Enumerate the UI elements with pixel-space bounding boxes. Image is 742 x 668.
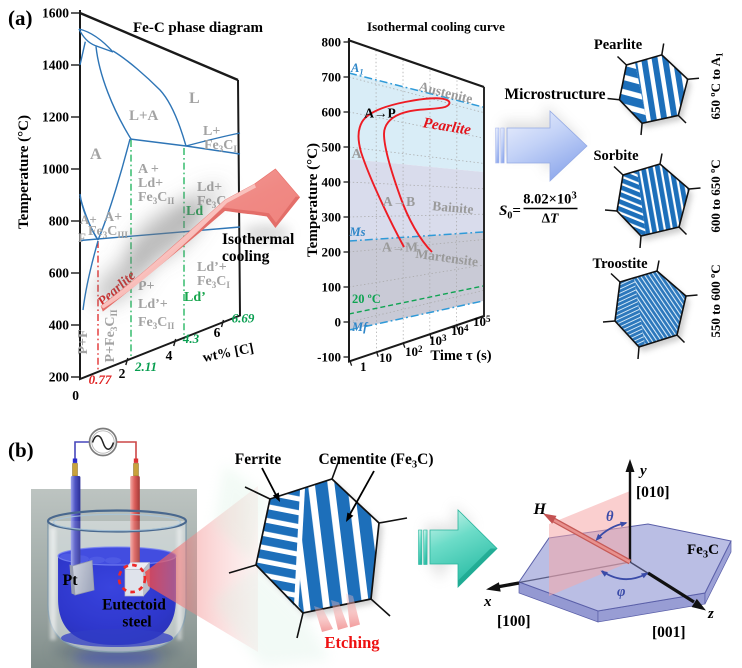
svg-text:A +: A + bbox=[138, 162, 159, 177]
svg-text:Isothermal cooling curve: Isothermal cooling curve bbox=[367, 19, 505, 34]
svg-text:[100]: [100] bbox=[497, 613, 531, 630]
svg-text:Temperature (°C): Temperature (°C) bbox=[16, 115, 32, 229]
svg-text:Ld’+: Ld’+ bbox=[197, 260, 227, 275]
svg-text:Cementite (Fe3C): Cementite (Fe3C) bbox=[319, 451, 434, 471]
svg-text:0: 0 bbox=[72, 388, 79, 403]
svg-text:P+: P+ bbox=[138, 279, 155, 294]
svg-text:800: 800 bbox=[49, 214, 70, 229]
svg-text:Ms: Ms bbox=[349, 225, 366, 239]
svg-text:Bainite: Bainite bbox=[432, 198, 474, 217]
svg-text:1: 1 bbox=[360, 359, 367, 374]
svg-text:Fe3CII: Fe3CII bbox=[138, 315, 175, 331]
svg-text:550 to 600 ºC: 550 to 600 ºC bbox=[708, 264, 723, 337]
svg-text:200: 200 bbox=[49, 370, 70, 385]
svg-text:S0=: S0= bbox=[499, 203, 521, 222]
svg-text:700: 700 bbox=[322, 70, 342, 85]
svg-text:Fe3CII: Fe3CII bbox=[138, 190, 175, 206]
svg-text:x: x bbox=[483, 594, 492, 610]
svg-text:P+Fe3CII: P+Fe3CII bbox=[103, 309, 119, 362]
svg-text:Ld’: Ld’ bbox=[184, 290, 206, 305]
svg-text:Ld’+: Ld’+ bbox=[138, 297, 168, 312]
svg-text:y: y bbox=[638, 463, 647, 479]
svg-text:Troostite: Troostite bbox=[592, 256, 648, 272]
svg-text:4.3: 4.3 bbox=[182, 331, 200, 346]
svg-text:Temperature (°C): Temperature (°C) bbox=[305, 143, 321, 257]
svg-text:ΔT: ΔT bbox=[542, 211, 559, 226]
svg-text:1400: 1400 bbox=[42, 58, 69, 73]
svg-text:[010]: [010] bbox=[636, 484, 670, 501]
svg-text:-100: -100 bbox=[317, 350, 341, 365]
svg-text:6: 6 bbox=[214, 325, 221, 340]
svg-text:Pearlite: Pearlite bbox=[594, 37, 643, 53]
svg-text:0: 0 bbox=[335, 315, 342, 330]
svg-text:4: 4 bbox=[166, 348, 173, 363]
svg-text:Microstructure: Microstructure bbox=[505, 86, 606, 103]
svg-text:L+A: L+A bbox=[129, 108, 159, 124]
svg-text:A: A bbox=[352, 147, 363, 162]
svg-text:Sorbite: Sorbite bbox=[593, 148, 639, 164]
svg-text:A+: A+ bbox=[80, 212, 97, 227]
svg-text:800: 800 bbox=[322, 35, 342, 50]
svg-text:650 ºC to A1: 650 ºC to A1 bbox=[708, 52, 725, 119]
svg-text:A→P: A→P bbox=[364, 106, 396, 121]
svg-text:θ: θ bbox=[606, 509, 614, 525]
svg-text:Ld+: Ld+ bbox=[138, 176, 163, 191]
svg-text:10: 10 bbox=[379, 350, 392, 365]
svg-text:6.69: 6.69 bbox=[232, 311, 255, 326]
svg-text:2.11: 2.11 bbox=[134, 359, 157, 374]
svg-text:Time τ (s): Time τ (s) bbox=[430, 348, 491, 364]
svg-text:400: 400 bbox=[49, 318, 70, 333]
svg-text:Fe3C: Fe3C bbox=[687, 542, 719, 561]
svg-text:[001]: [001] bbox=[652, 624, 686, 641]
svg-text:cooling: cooling bbox=[222, 248, 270, 265]
svg-text:A+: A+ bbox=[104, 210, 122, 225]
svg-text:z: z bbox=[707, 606, 714, 622]
svg-text:H: H bbox=[533, 501, 547, 518]
svg-text:400: 400 bbox=[322, 175, 342, 190]
svg-text:2: 2 bbox=[119, 366, 126, 381]
svg-text:steel: steel bbox=[122, 614, 152, 631]
svg-text:1600: 1600 bbox=[42, 6, 69, 21]
svg-text:500: 500 bbox=[322, 140, 342, 155]
svg-text:L+: L+ bbox=[203, 124, 220, 139]
svg-text:1200: 1200 bbox=[42, 110, 69, 125]
svg-text:20 ºC: 20 ºC bbox=[352, 292, 381, 306]
svg-text:Ferrite: Ferrite bbox=[235, 451, 282, 468]
svg-text:600: 600 bbox=[49, 266, 70, 281]
svg-text:P+F: P+F bbox=[76, 329, 91, 354]
svg-text:Pt: Pt bbox=[62, 572, 78, 589]
svg-text:Etching: Etching bbox=[324, 633, 380, 652]
svg-text:8.02×103: 8.02×103 bbox=[523, 191, 576, 208]
svg-text:(b): (b) bbox=[8, 438, 34, 462]
svg-text:Mf: Mf bbox=[351, 320, 369, 334]
svg-text:Eutectoid: Eutectoid bbox=[102, 597, 166, 614]
svg-text:600: 600 bbox=[322, 105, 342, 120]
svg-text:Fe3CI: Fe3CI bbox=[204, 138, 237, 154]
svg-text:0.77: 0.77 bbox=[89, 372, 112, 387]
svg-text:L: L bbox=[189, 90, 200, 107]
svg-text:A→M: A→M bbox=[382, 240, 418, 255]
svg-text:A→B: A→B bbox=[383, 194, 415, 209]
svg-text:A: A bbox=[90, 146, 102, 163]
svg-text:100: 100 bbox=[322, 280, 342, 295]
svg-text:F: F bbox=[78, 230, 86, 245]
svg-text:Fe3CI: Fe3CI bbox=[197, 274, 230, 290]
svg-text:φ: φ bbox=[617, 584, 625, 600]
svg-text:Fe-C phase diagram: Fe-C phase diagram bbox=[133, 20, 263, 36]
svg-text:Pearlite: Pearlite bbox=[422, 115, 473, 138]
svg-text:600 to 650 ºC: 600 to 650 ºC bbox=[708, 159, 723, 232]
svg-text:300: 300 bbox=[322, 210, 342, 225]
svg-text:1000: 1000 bbox=[42, 162, 69, 177]
svg-text:200: 200 bbox=[322, 245, 342, 260]
svg-text:Isothermal: Isothermal bbox=[222, 231, 295, 248]
svg-text:(a): (a) bbox=[8, 6, 33, 30]
